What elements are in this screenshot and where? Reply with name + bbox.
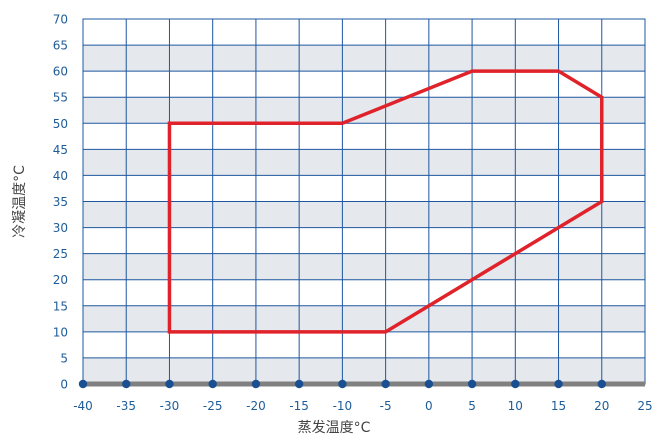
baseline-marker	[597, 379, 606, 389]
x-axis-title: 蒸发温度°C	[298, 420, 371, 436]
y-tick-label: 0	[60, 378, 68, 392]
x-tick-labels: -40 -35 -30 -25 -20 -15 -10 -5 0 5 10 15 20 25	[73, 399, 652, 413]
y-tick-label: 65	[53, 39, 68, 53]
x-tick-label: 10	[508, 399, 523, 413]
y-tick-label: 15	[53, 299, 68, 313]
y-tick-labels: 0 5 10 15 20 25 30 35 40 45 50 55 60 65 70	[53, 13, 68, 392]
background-band	[83, 201, 645, 228]
y-tick-label: 45	[53, 143, 68, 157]
x-tick-label: -10	[333, 399, 353, 413]
background-band	[83, 149, 645, 176]
x-tick-label: -30	[160, 399, 180, 413]
y-axis-title: 冷凝温度°C	[12, 165, 28, 238]
y-tick-label: 55	[53, 91, 68, 105]
baseline-marker	[424, 379, 434, 389]
background-band	[83, 305, 645, 332]
background-band	[83, 331, 645, 358]
background-bands	[83, 19, 645, 384]
x-tick-label: -25	[203, 399, 223, 413]
y-tick-label: 40	[53, 169, 68, 183]
y-tick-label: 25	[53, 247, 68, 261]
background-band	[83, 45, 645, 72]
y-tick-label: 30	[53, 221, 68, 235]
background-band	[83, 123, 645, 150]
x-tick-label: 20	[594, 399, 609, 413]
background-band	[83, 71, 645, 98]
background-band	[83, 97, 645, 124]
x-tick-label: -5	[380, 399, 392, 413]
x-tick-label: -15	[289, 399, 309, 413]
x-tick-label: 0	[425, 399, 433, 413]
y-tick-label: 10	[53, 325, 68, 339]
x-tick-label: 25	[637, 399, 652, 413]
baseline-layer	[78, 379, 645, 389]
y-tick-label: 20	[53, 273, 68, 287]
baseline-marker	[165, 379, 174, 389]
background-band	[83, 175, 645, 202]
baseline-bar	[83, 381, 645, 387]
baseline-marker	[467, 379, 477, 389]
envelope-series-line	[167, 69, 604, 334]
baseline-marker	[122, 379, 131, 389]
baseline-marker	[78, 379, 88, 389]
baseline-marker	[294, 379, 304, 389]
baseline-marker	[511, 379, 520, 389]
x-tick-label: -20	[246, 399, 266, 413]
x-tick-label: 15	[551, 399, 566, 413]
y-tick-label: 35	[53, 195, 68, 209]
baseline-marker	[251, 379, 261, 389]
baseline-marker	[554, 379, 563, 389]
background-band	[83, 357, 645, 384]
background-band	[83, 279, 645, 306]
y-tick-label: 70	[53, 13, 68, 27]
baseline-marker	[338, 379, 347, 389]
y-tick-label: 60	[53, 65, 68, 79]
y-tick-label: 50	[53, 117, 68, 131]
x-tick-label: 5	[468, 399, 476, 413]
baseline-marker	[208, 379, 217, 389]
x-tick-label: -40	[73, 399, 93, 413]
y-tick-label: 5	[60, 351, 68, 365]
background-band	[83, 19, 645, 46]
x-tick-label: -35	[116, 399, 136, 413]
baseline-marker	[381, 379, 390, 389]
series-layer	[167, 69, 604, 334]
background-band	[83, 227, 645, 254]
background-band	[83, 253, 645, 280]
